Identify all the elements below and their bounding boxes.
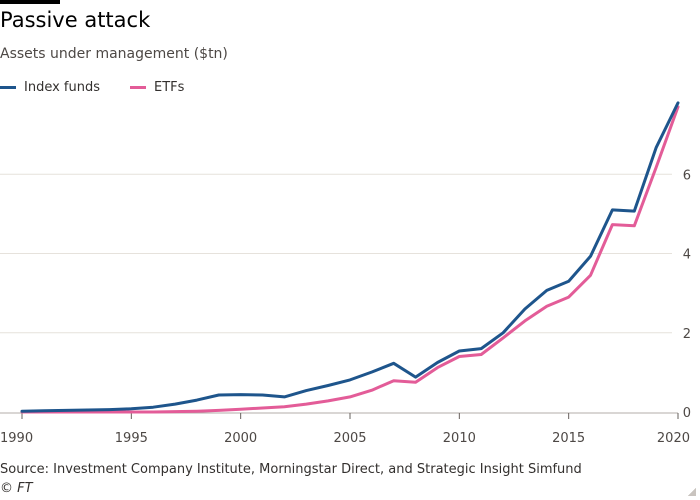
source-note: Source: Investment Company Institute, Mo… bbox=[0, 462, 582, 477]
y-tick-label-6: 6 bbox=[683, 168, 691, 183]
chart-title: Passive attack bbox=[0, 8, 151, 32]
y-tick-label-2: 2 bbox=[683, 327, 691, 342]
x-tick-label-2005: 2005 bbox=[333, 431, 366, 446]
x-tick-label-1990: 1990 bbox=[0, 431, 33, 446]
ft-top-bar bbox=[0, 0, 60, 4]
x-tick-label-2020: 2020 bbox=[657, 431, 690, 446]
series-line-index-funds bbox=[20, 101, 680, 413]
legend-swatch-index-funds bbox=[0, 86, 16, 89]
x-tick-label-2000: 2000 bbox=[224, 431, 257, 446]
series-line-etfs bbox=[20, 105, 680, 414]
chart-subtitle: Assets under management ($tn) bbox=[0, 46, 228, 62]
y-tick-label-4: 4 bbox=[683, 248, 691, 263]
legend-swatch-etfs bbox=[130, 86, 147, 89]
legend-label-index-funds: Index funds bbox=[24, 80, 101, 95]
x-tick-label-1995: 1995 bbox=[115, 431, 148, 446]
legend: Index funds ETFs bbox=[0, 80, 214, 95]
legend-item-index-funds: Index funds bbox=[0, 80, 100, 95]
x-tick-label-2015: 2015 bbox=[552, 431, 585, 446]
copyright-note: © FT bbox=[0, 481, 33, 496]
resize-corner-icon bbox=[688, 488, 696, 496]
y-tick-label-0: 0 bbox=[683, 406, 691, 421]
x-tick-label-2010: 2010 bbox=[443, 431, 476, 446]
legend-label-etfs: ETFs bbox=[154, 80, 185, 95]
legend-item-etfs: ETFs bbox=[130, 80, 184, 95]
